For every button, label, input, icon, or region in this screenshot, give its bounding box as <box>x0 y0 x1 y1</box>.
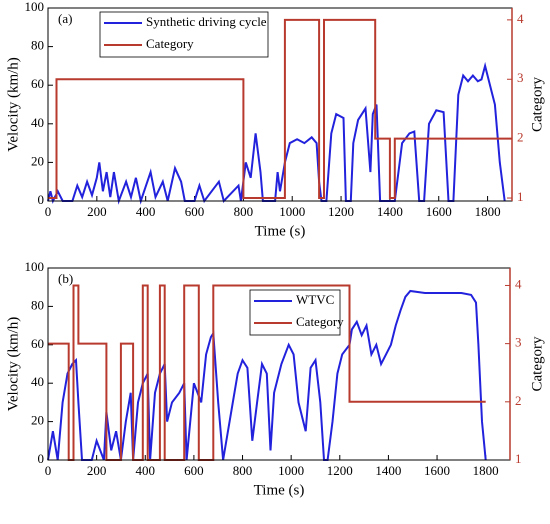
x-tick-label: 600 <box>185 204 205 219</box>
y2-tick-label: 4 <box>515 276 522 291</box>
x-tick-label: 1800 <box>475 204 501 219</box>
x-tick-label: 1400 <box>377 204 403 219</box>
y2-axis-label: Category <box>529 336 545 391</box>
legend-label: Category <box>146 36 194 51</box>
y-axis-label: Velocity (km/h) <box>5 317 21 412</box>
annotation: (a) <box>58 11 72 26</box>
y-tick-label: 0 <box>38 192 45 207</box>
y2-tick-label: 3 <box>517 70 524 85</box>
y2-tick-label: 2 <box>517 130 524 145</box>
y-tick-label: 60 <box>31 336 44 351</box>
x-tick-label: 1200 <box>328 204 354 219</box>
y-tick-label: 40 <box>31 115 44 130</box>
y-tick-label: 40 <box>31 374 44 389</box>
y-tick-label: 20 <box>31 153 44 168</box>
x-tick-label: 1000 <box>279 204 305 219</box>
y-tick-label: 80 <box>31 38 44 53</box>
x-tick-label: 1600 <box>426 204 452 219</box>
x-tick-label: 600 <box>184 463 204 478</box>
x-tick-label: 800 <box>234 204 254 219</box>
legend-box <box>99 11 269 58</box>
x-tick-label: 1200 <box>327 463 353 478</box>
legend-label: Synthetic driving cycle <box>146 14 267 29</box>
x-axis-label: Time (s) <box>254 482 305 498</box>
x-tick-label: 1800 <box>473 463 499 478</box>
y2-tick-label: 1 <box>515 451 522 466</box>
y-tick-label: 80 <box>31 297 44 312</box>
x-tick-label: 0 <box>45 204 52 219</box>
y-axis-label: Velocity (km/h) <box>5 57 21 152</box>
y-tick-label: 100 <box>25 259 45 274</box>
y-tick-label: 100 <box>25 0 45 14</box>
x-tick-label: 800 <box>233 463 253 478</box>
x-tick-label: 0 <box>45 463 52 478</box>
x-axis-label: Time (s) <box>255 223 306 239</box>
y2-tick-label: 2 <box>515 393 522 408</box>
y-tick-label: 60 <box>31 76 44 91</box>
x-tick-label: 1000 <box>278 463 304 478</box>
y2-tick-label: 1 <box>517 189 524 204</box>
legend-label: Category <box>296 314 344 329</box>
y2-tick-label: 3 <box>515 335 522 350</box>
y-tick-label: 0 <box>38 451 45 466</box>
annotation: (b) <box>58 271 73 286</box>
y2-axis-label: Category <box>529 77 545 132</box>
x-tick-label: 400 <box>136 204 156 219</box>
x-tick-label: 400 <box>136 463 156 478</box>
series-line <box>47 61 506 205</box>
legend-label: WTVC <box>296 292 334 307</box>
x-tick-label: 200 <box>87 204 107 219</box>
y2-tick-label: 4 <box>517 11 524 26</box>
x-tick-label: 1600 <box>424 463 450 478</box>
legend-box <box>249 289 341 336</box>
x-tick-label: 200 <box>87 463 107 478</box>
y-tick-label: 20 <box>31 413 44 428</box>
series-line <box>48 18 512 199</box>
series-line <box>47 289 487 461</box>
x-tick-label: 1400 <box>375 463 401 478</box>
